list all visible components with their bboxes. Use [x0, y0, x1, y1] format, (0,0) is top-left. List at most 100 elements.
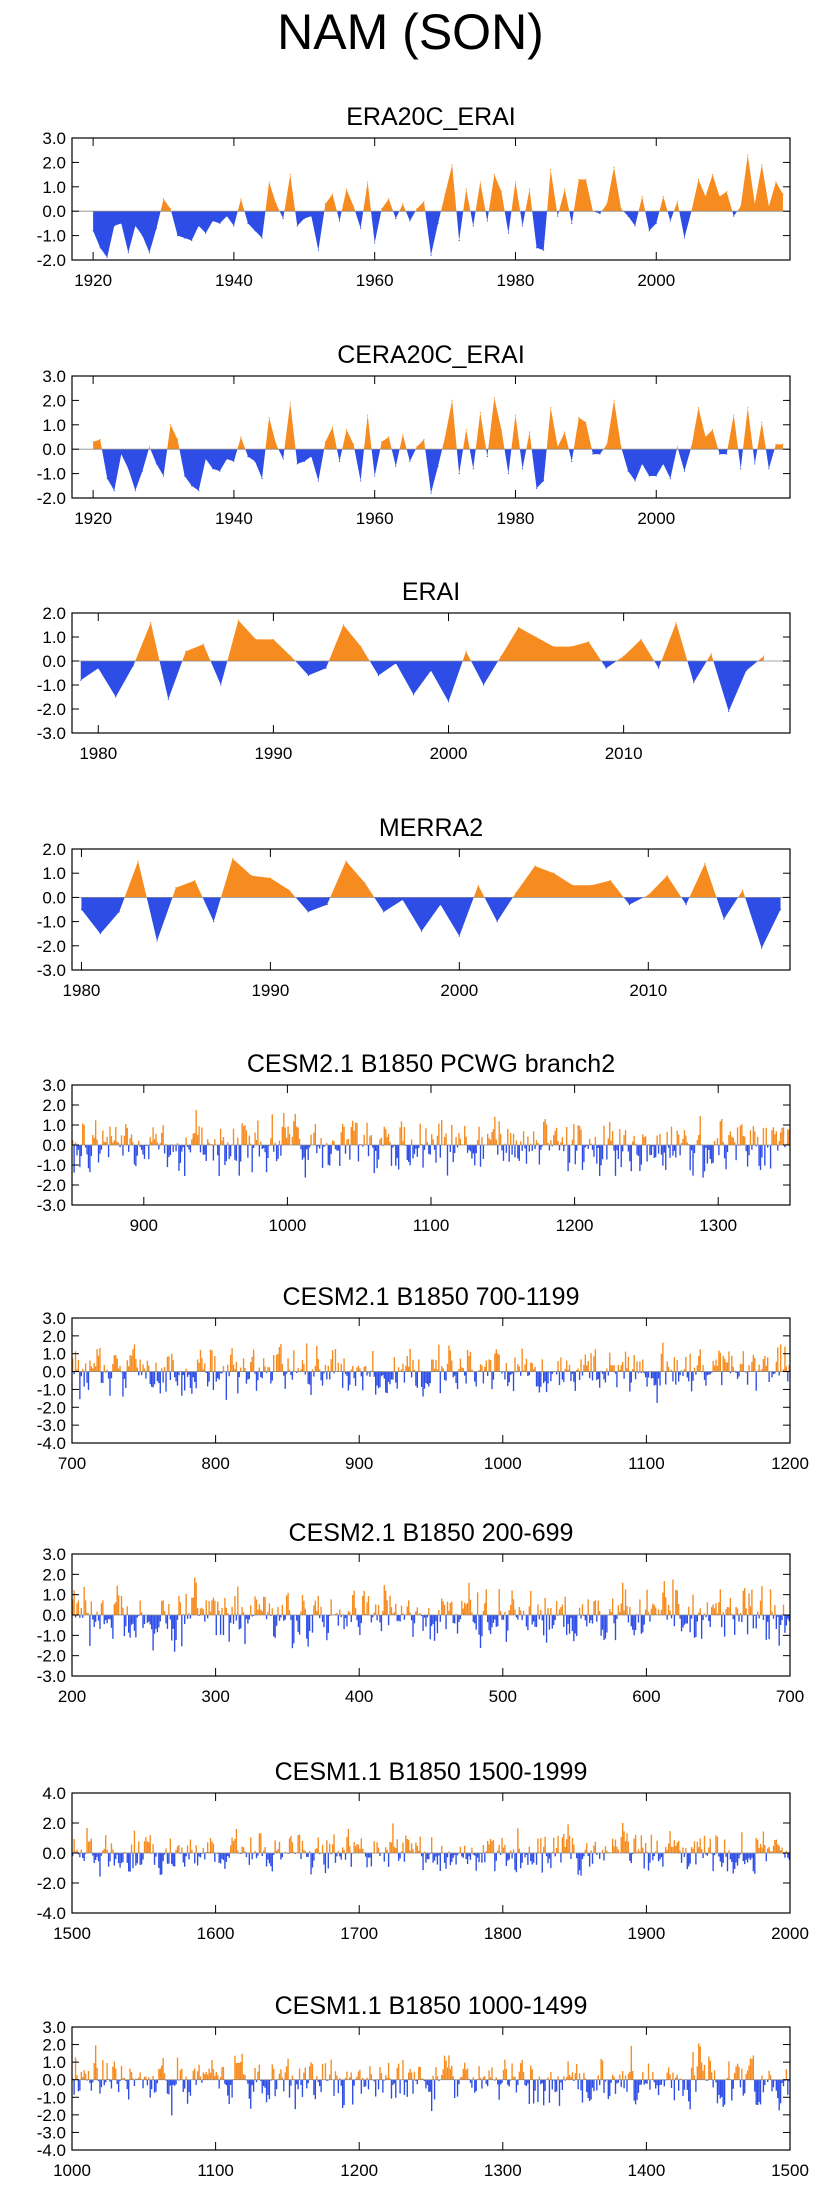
x-tick-label: 1990	[251, 981, 289, 1000]
bar	[540, 1145, 542, 1150]
bar	[149, 1137, 151, 1145]
bar	[298, 1138, 301, 1145]
bar	[278, 1615, 281, 1621]
bar	[92, 1134, 94, 1145]
bar	[300, 1369, 302, 1372]
bar	[722, 1612, 724, 1615]
bar	[667, 1366, 670, 1372]
bar	[774, 1839, 776, 1853]
bar	[218, 2079, 220, 2089]
bar	[670, 2079, 673, 2088]
bar	[379, 2067, 381, 2080]
bar	[146, 1841, 149, 1853]
bar	[491, 1371, 493, 1390]
data-point	[307, 911, 309, 913]
bar	[451, 1853, 453, 1862]
bar	[159, 1853, 161, 1875]
bar	[626, 2079, 628, 2092]
data-point	[658, 667, 660, 669]
bar	[732, 1615, 734, 1620]
bar	[663, 1145, 665, 1153]
bar	[492, 1615, 495, 1623]
bar	[372, 1615, 374, 1618]
bar	[742, 1351, 744, 1372]
bar	[623, 1371, 625, 1379]
bar	[237, 1137, 239, 1145]
bar	[495, 1853, 497, 1861]
bar	[367, 2079, 370, 2090]
bar	[586, 1615, 588, 1627]
bar	[709, 1838, 711, 1853]
bar	[331, 1350, 334, 1372]
bar	[679, 1371, 681, 1376]
bar	[212, 1145, 215, 1161]
bar	[745, 1371, 747, 1373]
bar	[364, 1853, 367, 1857]
bar	[643, 1853, 645, 1869]
bar	[320, 1371, 322, 1381]
bar	[308, 1145, 311, 1148]
data-point	[768, 468, 770, 470]
bar	[578, 1607, 581, 1615]
bar	[362, 1371, 364, 1391]
bar	[357, 1844, 360, 1853]
data-point	[710, 653, 712, 655]
bar	[573, 1124, 575, 1145]
bar	[779, 1850, 782, 1853]
bar	[636, 2079, 638, 2100]
bar	[153, 1615, 156, 1634]
bar	[251, 1615, 253, 1617]
bar	[423, 1145, 426, 1150]
bar	[521, 1145, 523, 1151]
bar	[333, 2079, 335, 2096]
bar	[376, 1615, 378, 1621]
bar	[82, 2077, 84, 2080]
data-point	[606, 443, 608, 445]
bar	[545, 1124, 548, 1145]
bar	[393, 1612, 396, 1615]
bar	[265, 1145, 268, 1173]
bar	[138, 1371, 140, 1376]
bar	[359, 1848, 361, 1853]
bar	[505, 1853, 508, 1866]
bar	[550, 2071, 552, 2080]
bar	[764, 1145, 766, 1166]
bar	[527, 1371, 529, 1377]
bar	[217, 1371, 219, 1379]
bar	[142, 1615, 144, 1628]
bar	[725, 1609, 727, 1615]
bar	[593, 1845, 595, 1853]
data-point	[669, 220, 671, 222]
bar	[738, 1145, 740, 1146]
data-point	[479, 181, 481, 183]
bar	[102, 1600, 104, 1615]
data-point	[194, 879, 196, 882]
bar	[445, 1371, 447, 1381]
bar	[426, 1371, 429, 1385]
bar	[785, 1143, 788, 1145]
bar	[772, 1371, 775, 1375]
bar	[452, 2076, 454, 2080]
bar	[340, 1132, 342, 1145]
bar	[472, 1615, 474, 1622]
bar	[201, 2079, 203, 2083]
bar	[168, 1356, 170, 1372]
bar	[175, 1849, 177, 1853]
bar	[537, 1371, 539, 1387]
bar	[535, 1853, 538, 1865]
y-tick-label: 0.0	[42, 1606, 66, 1625]
data-point	[606, 203, 608, 205]
bar	[787, 1853, 789, 1858]
bar	[428, 2079, 430, 2092]
bar	[632, 1369, 634, 1372]
bar	[456, 1145, 459, 1148]
bar	[386, 1600, 388, 1615]
bar	[206, 1371, 209, 1387]
bar	[206, 1139, 209, 1145]
bar	[623, 2079, 625, 2089]
bar	[106, 1369, 108, 1372]
bar	[255, 2079, 258, 2083]
bar	[565, 2077, 568, 2080]
bar	[235, 1145, 238, 1161]
bar	[298, 1834, 301, 1853]
